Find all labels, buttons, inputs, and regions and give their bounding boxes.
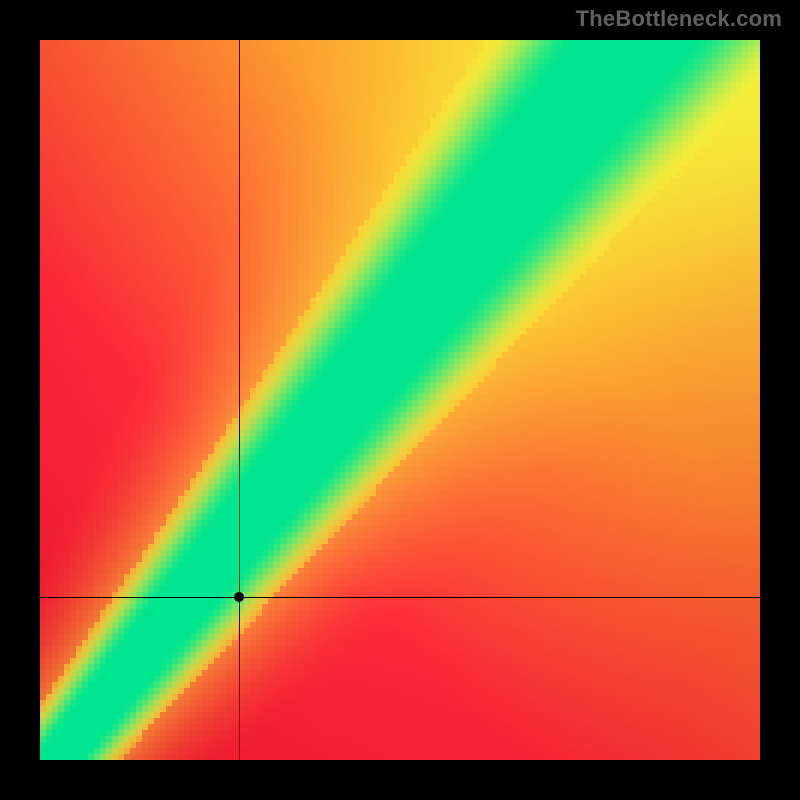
- plot-area: [40, 40, 760, 760]
- chart-frame: TheBottleneck.com: [0, 0, 800, 800]
- heatmap-canvas: [40, 40, 760, 760]
- attribution-text: TheBottleneck.com: [576, 6, 782, 32]
